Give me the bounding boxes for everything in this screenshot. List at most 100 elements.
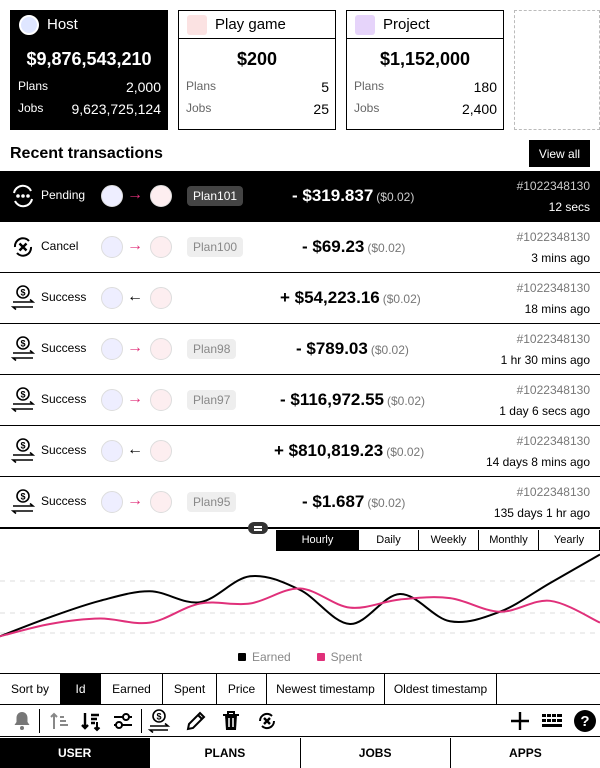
sort-ascending-icon [50,712,68,729]
period-tab-weekly[interactable]: Weekly [419,530,479,551]
receiver-avatar[interactable] [150,338,172,360]
sender-avatar[interactable] [101,440,123,462]
sort-option-spent[interactable]: Spent [163,674,217,704]
amount-value: - $789.03 [296,339,368,358]
legend-swatch [316,653,325,661]
bell-icon [14,712,30,730]
period-tab-hourly[interactable]: Hourly [277,530,359,551]
sender-avatar[interactable] [101,185,123,207]
transaction-time: 18 mins ago [524,302,590,316]
sender-avatar[interactable] [101,236,123,258]
transaction-row[interactable]: $ Success ← + $54,223.16 ($0.02) #1022348130 1… [0,273,600,324]
transaction-id[interactable]: #1022348130 [516,485,590,499]
sort-option-id[interactable]: Id [61,674,101,704]
period-tab-yearly[interactable]: Yearly [539,530,600,551]
sort-option-price[interactable]: Price [217,674,267,704]
sort-option-earned[interactable]: Earned [101,674,163,704]
cancel-icon [258,712,276,730]
project-logo-icon [355,14,375,35]
dollar-transfer-icon: $ [10,336,36,362]
activity-chart: Hourly Daily Weekly Monthly Yearly Earned Sp… [0,522,600,673]
jobs-label: Jobs [18,101,44,115]
svg-text:$: $ [20,492,25,502]
keyboard-button[interactable] [540,709,564,733]
help-icon: ? [574,710,596,732]
transaction-row[interactable]: $ Success ← + $810,819.23 ($0.02) #1022348130… [0,426,600,477]
receiver-avatar[interactable] [150,185,172,207]
transaction-id[interactable]: #1022348130 [516,281,590,295]
receiver-avatar[interactable] [150,236,172,258]
toolbar: $ ? [0,705,600,737]
transaction-row[interactable]: Pending → Plan101 - $319.837 ($0.02) #1022348… [0,171,600,222]
plan-tag[interactable]: Plan100 [187,237,244,257]
sender-avatar[interactable] [101,338,123,360]
add-button[interactable] [508,709,532,733]
card-project[interactable]: Project $1,152,000 Plans 180 Jobs 2,400 [346,10,504,130]
resize-handle[interactable] [248,522,268,534]
receiver-avatar[interactable] [150,440,172,462]
sender-avatar[interactable] [101,287,123,309]
period-tab-monthly[interactable]: Monthly [479,530,539,551]
transaction-row[interactable]: $ Success → Plan95 - $1.687 ($0.02) #102234813… [0,477,600,528]
keyboard-icon [542,714,562,727]
plans-label: Plans [186,79,217,93]
plan-tag[interactable]: Plan101 [187,186,244,206]
card-play-game[interactable]: Play game $200 Plans 5 Jobs 25 [178,10,336,130]
transaction-row[interactable]: $ Success → Plan98 - $789.03 ($0.02) #10223481… [0,324,600,375]
sender-avatar[interactable] [101,389,123,411]
transaction-id[interactable]: #1022348130 [516,179,590,193]
receiver-avatar[interactable] [150,389,172,411]
cancel-transaction-button[interactable] [255,709,279,733]
transaction-id[interactable]: #1022348130 [516,230,590,244]
sort-ascending-button[interactable] [49,709,73,733]
sort-option-newest-timestamp[interactable]: Newest timestamp [267,674,385,704]
nav-tab-jobs[interactable]: JOBS [300,738,451,768]
transaction-list: Pending → Plan101- $319.837 ($0.02) #1022348… [0,171,600,528]
arrow-right-icon: → [127,492,143,509]
sort-descending-icon [81,713,101,732]
edit-button[interactable] [184,709,208,733]
card-title: Play game [215,16,286,33]
help-button[interactable]: ? [573,709,597,733]
legend-earned[interactable]: Earned [237,650,291,664]
receiver-avatar[interactable] [150,287,172,309]
arrow-right-icon: → [127,237,143,254]
transaction-time: 135 days 1 hr ago [493,506,590,520]
plans-value: 2,000 [125,79,161,95]
period-tab-daily[interactable]: Daily [359,530,419,551]
fee-value: ($0.02) [367,241,406,255]
card-placeholder [514,10,600,130]
transaction-id[interactable]: #1022348130 [516,332,590,346]
transaction-row[interactable]: $ Success → Plan97 - $116,972.55 ($0.02) #1022… [0,375,600,426]
delete-button[interactable] [219,709,243,733]
host-logo-icon [19,14,39,35]
transaction-id[interactable]: #1022348130 [516,434,590,448]
plans-label: Plans [354,79,385,93]
plan-tag[interactable]: Plan97 [187,390,237,410]
notifications-button[interactable] [10,709,34,733]
filter-button[interactable] [111,709,135,733]
sort-option-oldest-timestamp[interactable]: Oldest timestamp [385,674,497,704]
plan-tag[interactable]: Plan95 [187,492,237,512]
view-all-button[interactable]: View all [529,140,590,167]
receiver-avatar[interactable] [150,491,172,513]
nav-tab-apps[interactable]: APPS [450,738,600,768]
nav-tab-user[interactable]: USER [0,738,151,768]
pending-icon [11,183,35,209]
transaction-row[interactable]: Cancel → Plan100 - $69.23 ($0.02) #1022348130… [0,222,600,273]
sort-descending-button[interactable] [80,709,104,733]
series-line-spent [0,587,600,638]
transaction-id[interactable]: #1022348130 [516,383,590,397]
payment-button[interactable]: $ [147,709,171,734]
dollar-transfer-icon: $ [10,438,36,464]
transaction-status: Pending [41,188,86,202]
summary-cards: Host $9,876,543,210 Plans 2,000 Jobs 9,623… [10,10,600,130]
plan-tag[interactable]: Plan98 [187,339,237,359]
legend-spent[interactable]: Spent [316,650,362,664]
transaction-status: Success [41,341,87,355]
nav-tab-plans[interactable]: PLANS [150,738,301,768]
transaction-status: Cancel [41,239,79,253]
transaction-amount: - $69.23 ($0.02) [302,237,405,257]
card-host[interactable]: Host $9,876,543,210 Plans 2,000 Jobs 9,623… [10,10,168,130]
sender-avatar[interactable] [101,491,123,513]
